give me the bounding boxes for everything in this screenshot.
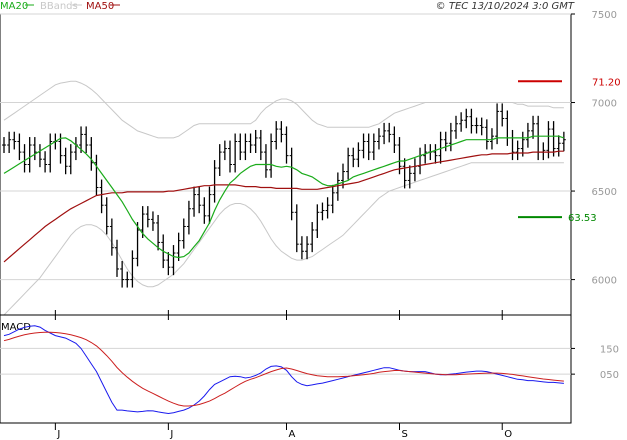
- copyright-text: © TEC 13/10/2024 3:0 GMT: [436, 1, 575, 12]
- price-y-tick-label: 7000: [592, 99, 617, 110]
- macd-signal-line: [3, 331, 564, 407]
- price-annotations: 71.20 63.53: [518, 77, 621, 224]
- bollinger-bands: [3, 80, 564, 316]
- ma20-line: [3, 135, 565, 259]
- price-panel-frame: [0, 13, 572, 316]
- x-tick-label: J: [169, 429, 173, 440]
- annotation-label: 71.20: [592, 77, 621, 88]
- macd-grid: [0, 347, 571, 375]
- price-grid: [0, 13, 571, 281]
- moving-averages: [3, 135, 565, 263]
- x-tick-label: A: [289, 429, 296, 440]
- x-tick-label: J: [56, 429, 60, 440]
- legend: MA20 BBands MA50: [0, 1, 120, 12]
- price-y-tick-label: 6500: [592, 187, 617, 198]
- annotation-label: 63.53: [568, 213, 597, 224]
- ma50-line: [3, 150, 564, 263]
- legend-label-ma50: MA50: [86, 1, 114, 12]
- legend-label-bbands: BBands: [40, 1, 78, 12]
- macd-y-tick-label: 150: [600, 344, 619, 355]
- price-panel: 71.20 63.53 7500 7000 6500 6000: [0, 10, 621, 316]
- macd-panel: MACD 150 050: [0, 314, 619, 424]
- price-y-axis: 7500 7000 6500 6000: [571, 10, 617, 287]
- bbands-upper-line: [3, 80, 564, 139]
- macd-y-tick-label: 050: [600, 370, 619, 381]
- price-y-tick-label: 6000: [592, 276, 617, 287]
- x-tick-label: O: [504, 429, 512, 440]
- price-y-tick-label: 7500: [592, 10, 617, 21]
- macd-panel-title: MACD: [1, 322, 31, 333]
- x-tick-label: S: [402, 429, 408, 440]
- macd-y-axis: 150 050: [571, 344, 619, 381]
- macd-lines: [3, 325, 564, 415]
- macd-panel-frame: [0, 314, 572, 424]
- bbands-lower-line: [3, 162, 564, 316]
- legend-label-ma20: MA20: [0, 1, 28, 12]
